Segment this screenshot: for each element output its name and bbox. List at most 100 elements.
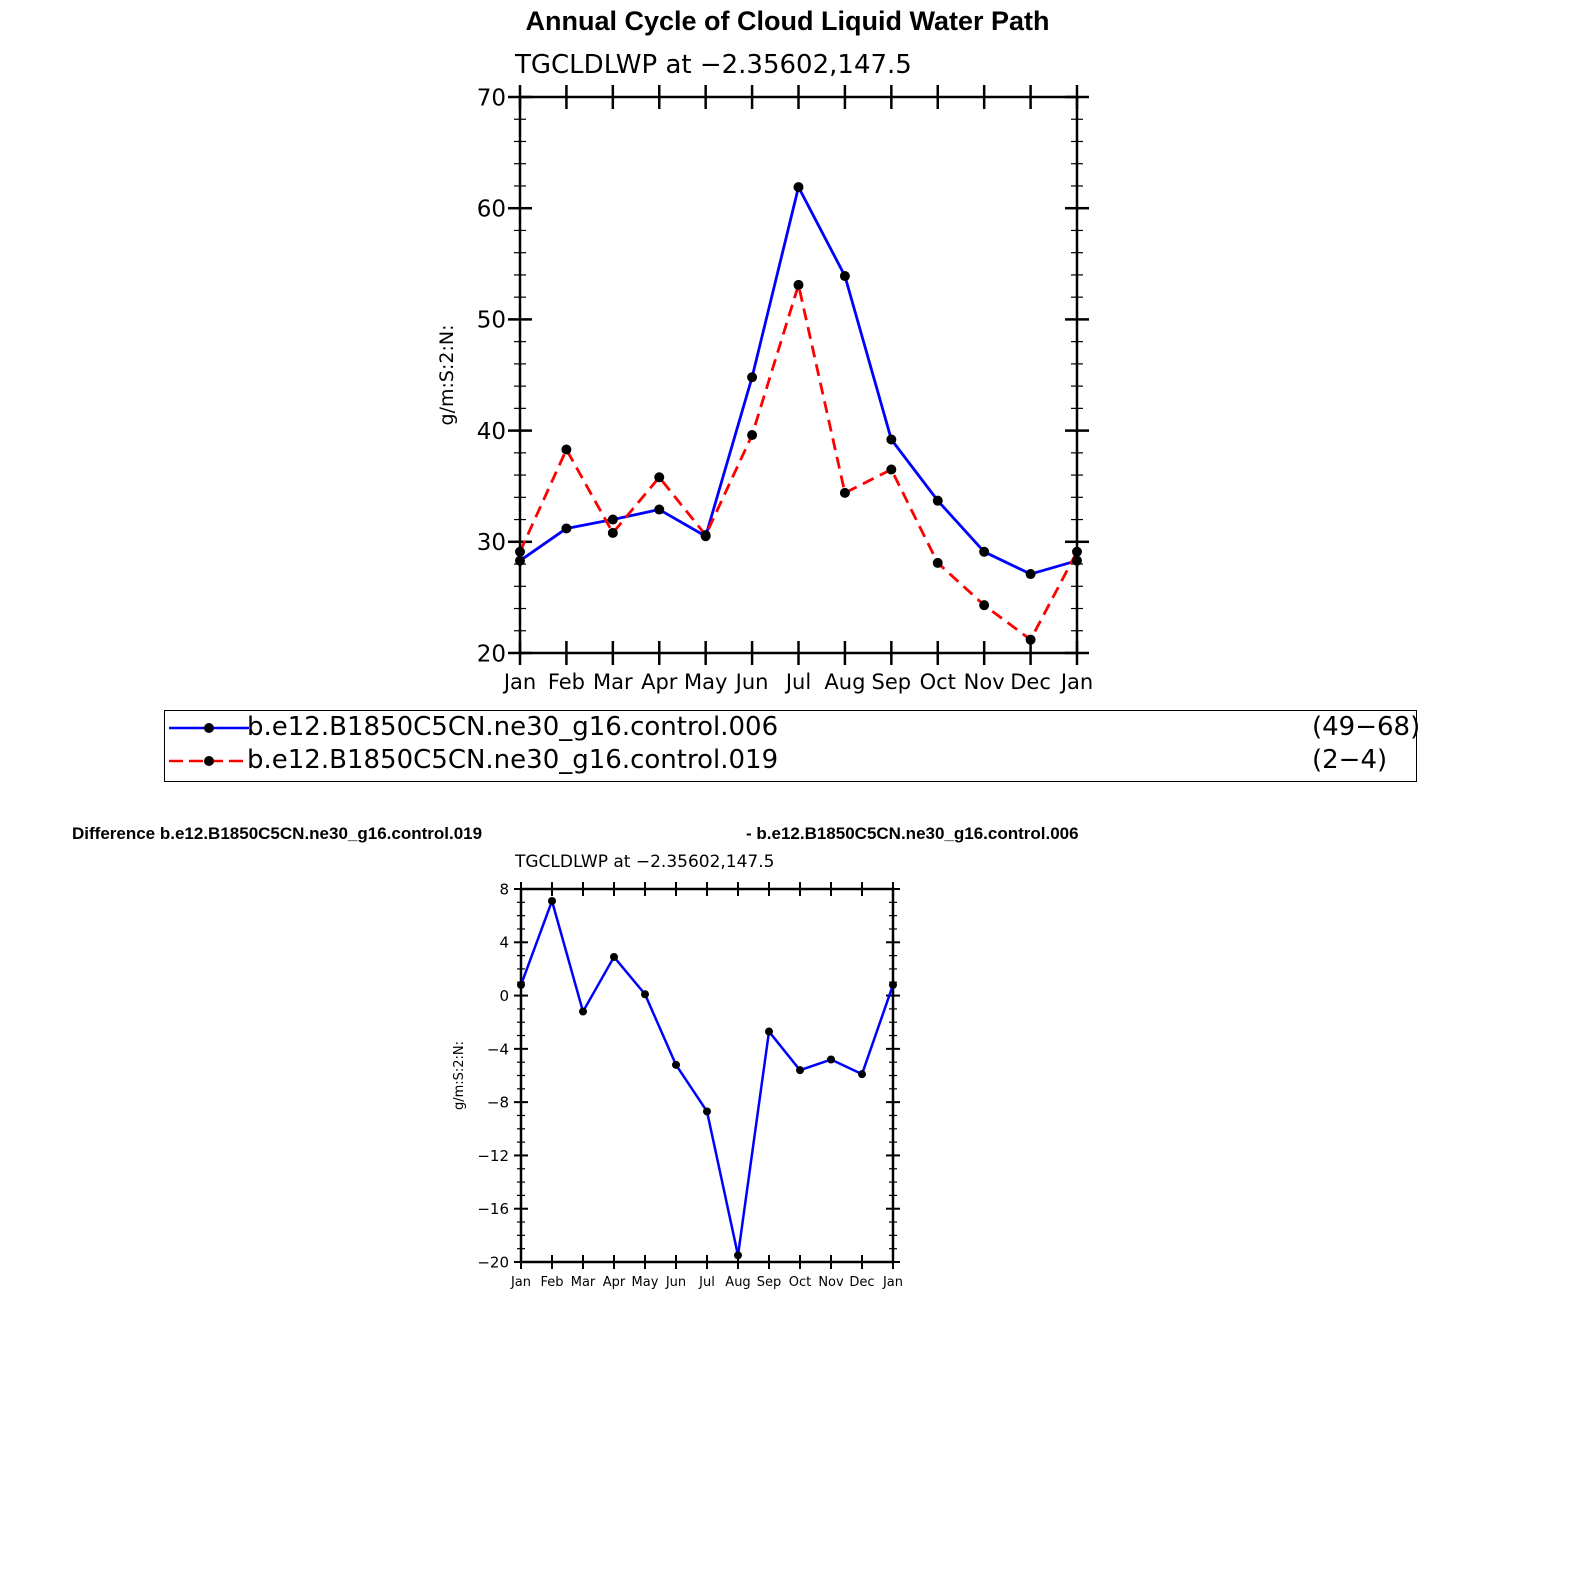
x-tick-label: Aug [725, 1275, 750, 1290]
y-tick-label: 30 [477, 530, 506, 556]
legend: b.e12.B1850C5CN.ne30_g16.control.006 (49… [164, 710, 1420, 782]
x-tick-label: Sep [872, 670, 912, 694]
data-point-0 [889, 980, 897, 989]
y-tick-label: 4 [499, 934, 509, 952]
x-tick-label: Nov [964, 670, 1005, 694]
x-tick-label: Mar [571, 1275, 596, 1290]
data-point-1 [515, 546, 525, 557]
data-point-1 [932, 557, 943, 568]
data-point-0 [607, 514, 618, 525]
data-point-1 [747, 430, 758, 441]
x-tick-label: Dec [1010, 670, 1051, 694]
difference-title-left: Difference b.e12.B1850C5CN.ne30_g16.cont… [72, 824, 483, 843]
data-point-0 [886, 434, 897, 445]
data-point-1 [886, 464, 897, 475]
data-point-0 [517, 980, 525, 989]
data-point-0 [765, 1027, 773, 1036]
data-point-1 [1072, 546, 1082, 557]
annual-cycle-chart: Jan Feb Mar Apr May Jun Jul Aug Sep Oct Nov Dec Jan 2… [436, 85, 1093, 694]
series-line-0 [519, 899, 895, 1257]
y-tick-label: 20 [477, 641, 506, 667]
series-line-0 [519, 185, 1078, 576]
y-tick-label: −20 [477, 1253, 509, 1271]
y-tick-label: −16 [477, 1200, 509, 1218]
y-tick-label: −4 [487, 1040, 509, 1058]
data-point-0 [515, 555, 525, 566]
y-tick-label: −12 [477, 1147, 509, 1165]
data-point-0 [641, 990, 649, 999]
data-point-0 [796, 1066, 804, 1075]
data-point-0 [747, 372, 758, 383]
x-tick-label: Feb [540, 1275, 563, 1290]
x-tick-label: Jul [698, 1275, 715, 1290]
plot-frame [519, 887, 895, 1264]
data-point-0 [734, 1251, 742, 1260]
x-tick-label: Mar [593, 670, 633, 694]
data-point-1 [607, 527, 618, 538]
data-point-0 [610, 952, 618, 961]
data-point-1 [979, 600, 990, 611]
x-tick-label: Dec [849, 1275, 874, 1290]
legend-item-control-006: b.e12.B1850C5CN.ne30_g16.control.006 (49… [165, 712, 1420, 744]
data-point-0 [548, 896, 556, 905]
data-point-0 [654, 504, 665, 515]
x-tick-label: Jan [882, 1275, 903, 1290]
data-point-1 [700, 530, 711, 541]
y-tick-label: −8 [487, 1094, 509, 1112]
series-line-1 [518, 283, 1079, 642]
data-point-0 [827, 1055, 835, 1064]
chart-title: Annual Cycle of Cloud Liquid Water Path [525, 6, 1050, 36]
x-tick-label: Oct [920, 670, 956, 694]
legend-item-control-019: b.e12.B1850C5CN.ne30_g16.control.019 (2−… [165, 745, 1416, 777]
y-tick-label: 50 [477, 308, 506, 334]
x-tick-label: Jul [784, 670, 811, 694]
x-tick-label: Sep [757, 1275, 782, 1290]
data-point-0 [1025, 569, 1036, 580]
data-point-1 [654, 472, 665, 483]
x-tick-label: May [632, 1275, 659, 1290]
data-point-0 [858, 1070, 866, 1079]
x-tick-label: May [684, 670, 727, 694]
data-point-0 [672, 1060, 680, 1069]
difference-title-right: - b.e12.B1850C5CN.ne30_g16.control.006 [746, 824, 1079, 843]
x-tick-label: Apr [603, 1275, 626, 1290]
x-tick-label: Jun [734, 670, 769, 694]
legend-label: b.e12.B1850C5CN.ne30_g16.control.006 [247, 712, 779, 742]
x-tick-label: Jan [510, 1275, 531, 1290]
x-tick-label: Oct [789, 1275, 811, 1290]
x-tick-label: Nov [818, 1275, 844, 1290]
data-point-1 [839, 487, 850, 498]
y-axis-label: g/m:S:2:N: [436, 325, 458, 426]
y-tick-label: 8 [499, 880, 509, 898]
x-tick-label: Aug [824, 670, 865, 694]
legend-swatch-blue [169, 723, 249, 733]
data-point-0 [839, 271, 850, 282]
y-axis-label: g/m:S:2:N: [452, 1041, 467, 1110]
x-tick-label: Feb [548, 670, 585, 694]
data-point-1 [1025, 634, 1036, 645]
legend-label: b.e12.B1850C5CN.ne30_g16.control.019 [247, 745, 779, 775]
data-point-0 [561, 523, 572, 534]
x-tick-label: Jan [502, 670, 536, 694]
data-point-1 [793, 279, 804, 290]
y-tick-label: 70 [477, 85, 506, 111]
data-point-0 [703, 1107, 711, 1116]
data-point-0 [1072, 555, 1082, 566]
data-point-0 [793, 182, 804, 193]
x-tick-label: Jun [665, 1275, 686, 1290]
data-point-1 [561, 444, 572, 455]
x-tick-label: Apr [641, 670, 678, 694]
chart2-subtitle: TGCLDLWP at −2.35602,147.5 [515, 852, 775, 872]
legend-years: (2−4) [1312, 745, 1388, 775]
chart1-subtitle: TGCLDLWP at −2.35602,147.5 [515, 50, 912, 80]
y-tick-label: 60 [477, 196, 506, 222]
plot-frame [518, 95, 1079, 655]
y-tick-label: 40 [477, 419, 506, 445]
data-point-0 [979, 546, 990, 557]
data-point-0 [932, 495, 943, 506]
data-point-0 [579, 1007, 587, 1016]
y-tick-label: 0 [499, 987, 509, 1005]
x-tick-label: Jan [1059, 670, 1093, 694]
legend-years: (49−68) [1312, 712, 1421, 742]
legend-swatch-red [169, 756, 249, 766]
